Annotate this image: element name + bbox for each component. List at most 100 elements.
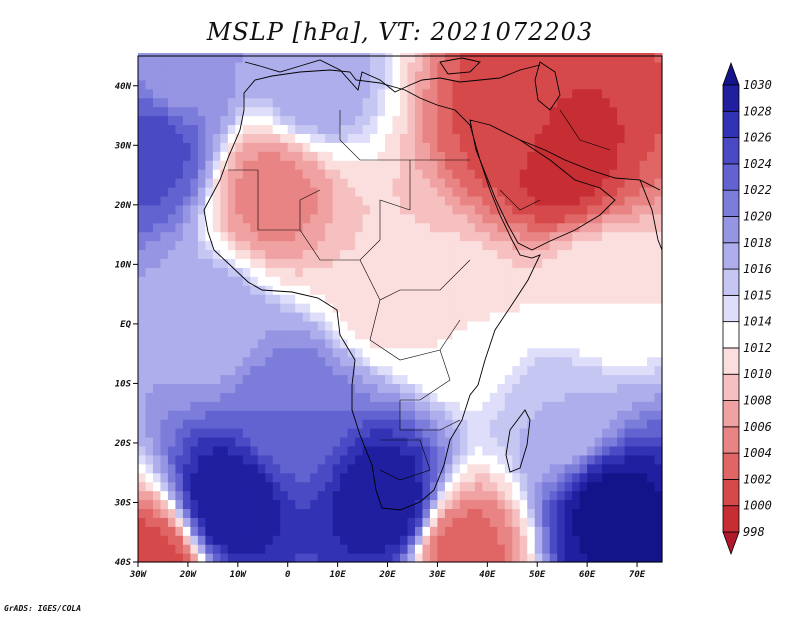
field-cell — [624, 320, 633, 331]
field-cell — [295, 285, 304, 295]
field-cell — [452, 231, 461, 242]
field-cell — [422, 267, 431, 277]
field-cell — [310, 481, 319, 492]
field-cell — [407, 553, 416, 563]
field-cell — [482, 240, 491, 251]
field-cell — [295, 445, 304, 456]
field-cell — [302, 320, 311, 331]
field-cell — [519, 356, 528, 367]
field-cell — [602, 517, 611, 527]
field-cell — [437, 544, 446, 554]
field-cell — [257, 231, 266, 242]
field-cell — [295, 338, 304, 349]
field-cell — [549, 267, 558, 277]
field-cell — [287, 481, 296, 492]
field-cell — [549, 517, 558, 527]
field-cell — [482, 142, 491, 152]
field-cell — [564, 544, 573, 554]
field-cell — [242, 151, 251, 161]
field-cell — [377, 320, 386, 331]
field-cell — [400, 160, 409, 170]
field-cell — [407, 544, 416, 554]
field-cell — [617, 463, 626, 474]
field-cell — [489, 285, 498, 295]
field-cell — [332, 535, 341, 545]
field-cell — [489, 463, 498, 474]
field-cell — [392, 195, 401, 206]
field-cell — [534, 517, 543, 527]
field-cell — [272, 401, 281, 411]
field-cell — [160, 178, 169, 188]
field-cell — [227, 133, 236, 143]
field-cell — [182, 490, 191, 501]
field-cell — [250, 508, 259, 518]
field-cell — [587, 231, 596, 242]
field-cell — [340, 294, 349, 304]
field-cell — [340, 472, 349, 483]
field-cell — [362, 419, 371, 429]
field-cell — [549, 544, 558, 554]
field-cell — [392, 419, 401, 429]
field-cell — [632, 178, 641, 188]
field-cell — [504, 53, 513, 63]
field-cell — [542, 517, 551, 527]
field-cell — [280, 285, 289, 295]
field-cell — [429, 97, 439, 108]
field-cell — [392, 445, 401, 456]
field-cell — [295, 428, 304, 438]
field-cell — [362, 213, 371, 224]
field-cell — [377, 508, 386, 518]
field-cell — [362, 428, 371, 438]
field-cell — [370, 142, 379, 152]
field-cell — [138, 428, 147, 438]
field-cell — [594, 294, 603, 304]
field-cell — [355, 454, 364, 465]
field-cell — [302, 70, 311, 81]
field-cell — [190, 347, 199, 358]
field-cell — [654, 178, 663, 188]
field-cell — [227, 240, 236, 251]
field-cell — [654, 356, 663, 367]
field-cell — [145, 276, 154, 286]
field-cell — [317, 419, 326, 429]
field-cell — [302, 472, 311, 483]
field-cell — [444, 472, 453, 483]
field-cell — [422, 383, 431, 393]
field-cell — [504, 70, 513, 81]
field-cell — [587, 365, 596, 376]
field-cell — [197, 410, 206, 420]
field-cell — [422, 186, 431, 197]
field-cell — [392, 374, 401, 385]
field-cell — [617, 338, 626, 349]
field-cell — [534, 97, 543, 108]
field-cell — [557, 294, 566, 304]
field-cell — [242, 106, 251, 117]
field-cell — [654, 410, 663, 420]
field-cell — [190, 88, 199, 99]
field-cell — [639, 445, 648, 456]
y-tick-label: 30S — [114, 498, 132, 508]
field-cell — [317, 463, 326, 474]
field-cell — [310, 490, 319, 501]
field-cell — [362, 347, 371, 358]
field-cell — [355, 383, 364, 393]
field-cell — [175, 79, 184, 90]
field-cell — [167, 535, 177, 545]
field-cell — [594, 454, 603, 465]
field-cell — [429, 490, 439, 501]
field-cell — [182, 285, 191, 295]
field-cell — [340, 115, 349, 126]
field-cell — [504, 267, 513, 277]
field-cell — [310, 472, 319, 483]
field-cell — [310, 115, 319, 126]
field-cell — [474, 178, 483, 188]
field-cell — [489, 178, 498, 188]
field-cell — [647, 365, 656, 376]
field-cell — [205, 294, 214, 304]
field-cell — [422, 249, 431, 259]
field-cell — [295, 249, 304, 259]
field-cell — [519, 258, 528, 268]
field-cell — [602, 526, 611, 536]
field-cell — [564, 410, 573, 420]
